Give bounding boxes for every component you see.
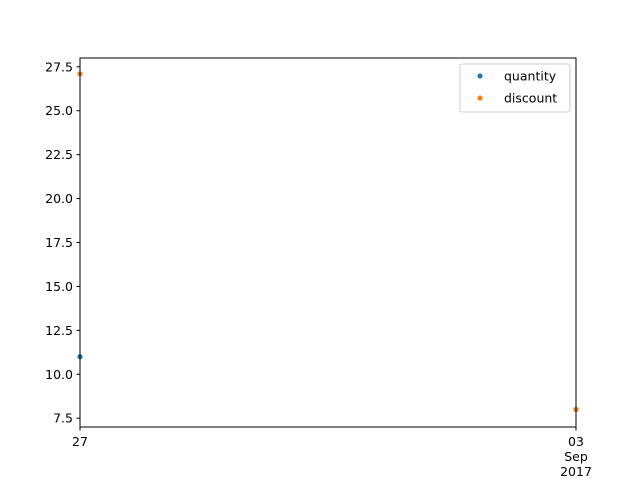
y-tick-label: 25.0	[45, 103, 73, 118]
x-tick-label: Sep	[564, 449, 588, 464]
x-tick-label: 27	[72, 434, 88, 449]
legend: quantity discount	[459, 63, 571, 113]
legend-marker-quantity	[477, 73, 483, 79]
y-tick-label: 22.5	[45, 147, 73, 162]
y-tick-label: 12.5	[45, 323, 73, 338]
x-tick-label: 03	[568, 434, 584, 449]
y-tick-label: 17.5	[45, 235, 73, 250]
y-axis: 7.5 10.0 12.5 15.0 17.5 20.0 22.5 25.0 27.5	[45, 59, 80, 426]
y-tick-label: 15.0	[45, 279, 73, 294]
y-tick-label: 10.0	[45, 367, 73, 382]
y-tick-label: 20.0	[45, 191, 73, 206]
y-tick-label: 7.5	[53, 411, 73, 426]
x-tick-label: 2017	[560, 464, 592, 479]
legend-label-quantity: quantity	[504, 69, 557, 84]
legend-marker-discount	[477, 95, 483, 101]
legend-label-discount: discount	[504, 91, 557, 106]
y-tick-label: 27.5	[45, 59, 73, 74]
legend-box	[459, 63, 571, 113]
plot-background	[80, 58, 576, 427]
